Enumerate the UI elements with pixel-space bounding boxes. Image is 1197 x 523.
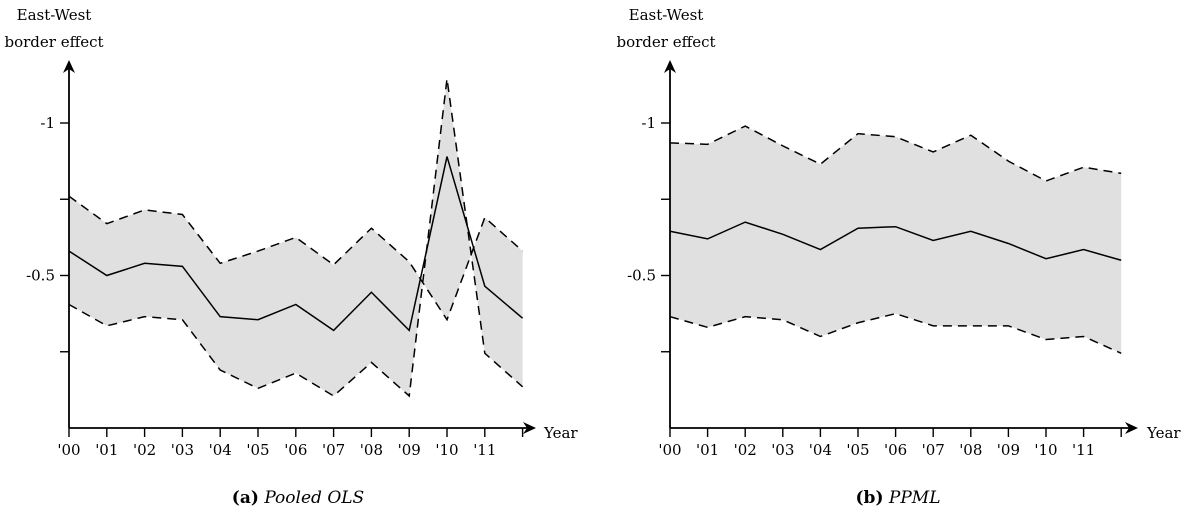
x-tick-label: '04 [809, 441, 832, 459]
panel-ppml: -1 -0.5 '00 '01 '02 '03 '04 '05 '06 '07 '08 '09 '10 '… [616, 6, 1181, 508]
y-tick-label: -1 [641, 114, 656, 132]
series-line-estimate [68, 156, 524, 332]
x-tick-label: '05 [846, 441, 869, 459]
y-axis-label-line1: East-West [17, 6, 92, 24]
x-tick-label: '03 [171, 441, 194, 459]
x-tick-label: '05 [246, 441, 269, 459]
x-tick-label: '03 [771, 441, 794, 459]
series-line-upper-bound [68, 78, 524, 398]
caption-b: (b) PPML [856, 488, 941, 508]
y-axis-label-line1: East-West [629, 6, 704, 24]
confidence-band [670, 126, 1122, 354]
x-tick-label: '08 [360, 441, 383, 459]
panel-pooled-ols: -1 -0.5 '00 '01 '02 '03 '04 '05 '06 '07 '08 '09 '10 '… [4, 6, 578, 508]
x-axis-label: Year [1146, 424, 1181, 442]
caption-a-tag: (a) [232, 488, 259, 508]
x-tick-label: '01 [696, 441, 719, 459]
x-tick-label: '07 [322, 441, 345, 459]
x-tick-label: '10 [1034, 441, 1057, 459]
caption-a: (a) Pooled OLS [232, 488, 364, 508]
x-tick-label: '10 [435, 441, 458, 459]
y-tick-label: -0.5 [627, 267, 656, 285]
x-tick-label: '00 [57, 441, 80, 459]
series-line-lower-bound [669, 125, 1122, 182]
x-tick-label: '06 [884, 441, 907, 459]
x-tick-label: '02 [133, 441, 156, 459]
x-tick-label: '00 [658, 441, 681, 459]
caption-a-text: Pooled OLS [263, 488, 364, 508]
x-tick-label: '09 [398, 441, 421, 459]
series-line-upper-bound [669, 312, 1122, 354]
series-line-estimate [669, 221, 1122, 261]
series-line-lower-bound [68, 195, 524, 322]
caption-b-text: PPML [888, 488, 941, 508]
y-axis-label-line2: border effect [616, 33, 715, 51]
x-tick-label: '11 [1072, 441, 1095, 459]
x-axis-label: Year [543, 424, 578, 442]
x-tick-label: '06 [284, 441, 307, 459]
x-tick-label: '02 [734, 441, 757, 459]
x-tick-label: '11 [473, 441, 496, 459]
y-tick-label: -1 [40, 114, 55, 132]
x-tick-label: '04 [209, 441, 232, 459]
y-axis-label-line2: border effect [4, 33, 103, 51]
y-tick-label: -0.5 [26, 267, 55, 285]
x-tick-label: '08 [959, 441, 982, 459]
x-tick-label: '09 [997, 441, 1020, 459]
caption-b-tag: (b) [856, 488, 884, 508]
x-tick-label: '07 [922, 441, 945, 459]
x-tick-label: '01 [95, 441, 118, 459]
confidence-band [69, 78, 523, 396]
